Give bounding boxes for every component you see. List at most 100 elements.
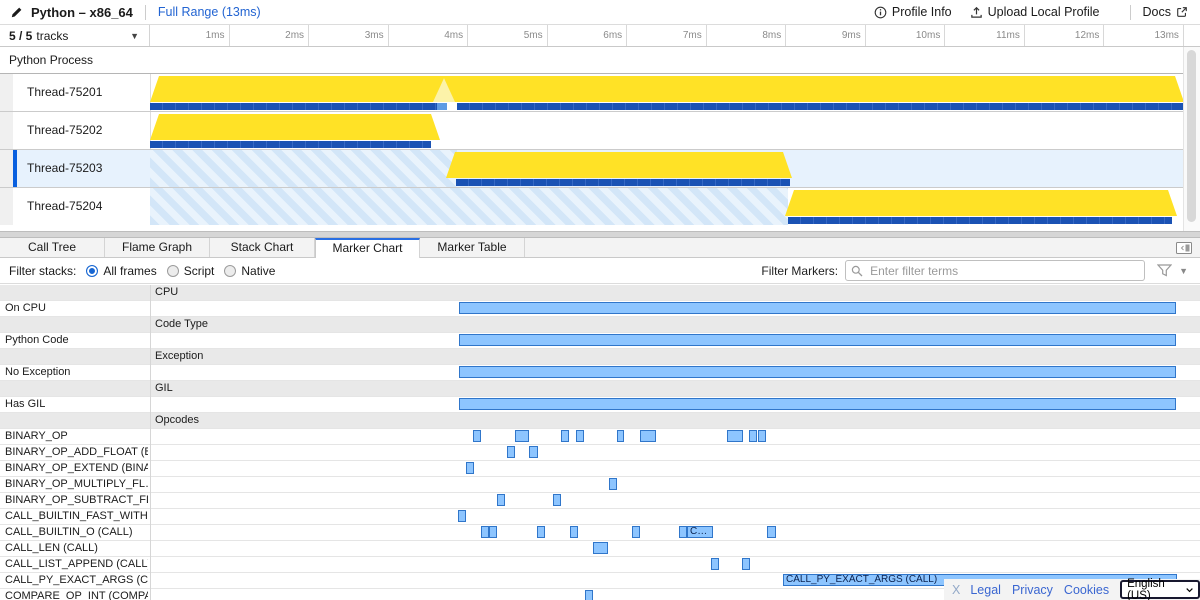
thread-track[interactable]: Thread-75202: [0, 111, 1200, 149]
marker[interactable]: [561, 430, 569, 442]
marker[interactable]: [593, 542, 608, 554]
marker[interactable]: [640, 430, 656, 442]
marker-row[interactable]: CALL_BUILTIN_FAST_WITH…: [0, 509, 1200, 525]
marker-row-label: BINARY_OP_MULTIPLY_FL…: [5, 478, 148, 490]
marker-chart: CPU On CPU Code Type Python Code Exception No…: [0, 285, 1200, 600]
marker[interactable]: [489, 526, 497, 538]
tracks-dropdown[interactable]: 5 / 5 tracks ▼: [0, 25, 150, 46]
sidebar-toggle-icon[interactable]: [1176, 242, 1192, 254]
marker-row[interactable]: BINARY_OP_ADD_FLOAT (B…: [0, 445, 1200, 461]
marker-search-box[interactable]: [845, 260, 1146, 281]
marker-row[interactable]: BINARY_OP_EXTEND (BINA…: [0, 461, 1200, 477]
footer-link-cookies[interactable]: Cookies: [1063, 582, 1110, 597]
marker-row[interactable]: Python Code: [0, 333, 1200, 349]
marker-row[interactable]: On CPU: [0, 301, 1200, 317]
marker[interactable]: [576, 430, 584, 442]
marker-row[interactable]: BINARY_OP_MULTIPLY_FL…: [0, 477, 1200, 493]
cpu-usage-graph: [785, 190, 1177, 216]
filter-markers-label: Filter Markers:: [761, 263, 839, 278]
marker[interactable]: [570, 526, 578, 538]
marker[interactable]: [537, 526, 545, 538]
full-range-button[interactable]: Full Range (13ms): [157, 5, 261, 19]
footer-close-button[interactable]: X: [952, 582, 961, 597]
thread-track[interactable]: Thread-75204: [0, 187, 1200, 225]
marker-row[interactable]: BINARY_OP_SUBTRACT_FL…: [0, 493, 1200, 509]
tab-stack-chart[interactable]: Stack Chart: [210, 238, 315, 257]
footer-link-privacy[interactable]: Privacy: [1011, 582, 1053, 597]
profile-info-button[interactable]: Profile Info: [874, 5, 952, 19]
marker-row-label: CALL_PY_EXACT_ARGS (C…: [5, 574, 148, 586]
marker[interactable]: [459, 398, 1176, 410]
marker[interactable]: [727, 430, 743, 442]
footer-link-legal[interactable]: Legal: [970, 582, 1001, 597]
marker[interactable]: [742, 558, 750, 570]
docs-button[interactable]: Docs: [1143, 5, 1188, 19]
marker[interactable]: [553, 494, 561, 506]
marker[interactable]: [758, 430, 766, 442]
ruler-tick: 13ms: [1104, 25, 1184, 46]
marker[interactable]: [497, 494, 505, 506]
chevron-down-icon: ▼: [130, 30, 139, 41]
thread-track[interactable]: Thread-75203: [0, 149, 1200, 187]
marker-row[interactable]: COMPARE_OP_INT (COMPA…: [0, 589, 1200, 600]
scrollbar-thumb[interactable]: [1187, 50, 1196, 222]
upload-local-profile-button[interactable]: Upload Local Profile: [970, 5, 1100, 19]
marker-row[interactable]: CALL_LEN (CALL): [0, 541, 1200, 557]
marker[interactable]: [632, 526, 640, 538]
filter-funnel-icon[interactable]: [1157, 264, 1173, 277]
marker[interactable]: [679, 526, 687, 538]
info-icon: [874, 6, 887, 18]
thread-track[interactable]: Thread-75201: [0, 74, 1200, 111]
marker[interactable]: [749, 430, 757, 442]
timeline-ruler-row: 5 / 5 tracks ▼ 1ms 2ms 3ms 4ms 5ms 6ms 7ms 8ms 9…: [0, 25, 1200, 47]
edit-profile-name-icon[interactable]: [10, 6, 23, 19]
panel-splitter[interactable]: [0, 231, 1200, 238]
marker-row-label: On CPU: [5, 302, 46, 314]
radio-button[interactable]: [166, 264, 179, 277]
tab-call-tree[interactable]: Call Tree: [0, 238, 105, 257]
marker[interactable]: [459, 366, 1176, 378]
tab-flame-graph[interactable]: Flame Graph: [105, 238, 210, 257]
marker[interactable]: [609, 478, 617, 490]
radio-native[interactable]: Native: [224, 264, 275, 278]
marker-row[interactable]: CALL_BUILTIN_O (CALL) C…: [0, 525, 1200, 541]
process-track[interactable]: Python Process: [0, 47, 1200, 74]
thread-label: Thread-75202: [27, 123, 103, 137]
ruler-tick: 1ms: [150, 25, 230, 46]
marker[interactable]: [458, 510, 466, 522]
marker[interactable]: [767, 526, 776, 538]
marker-category-row: Exception: [0, 349, 1200, 365]
marker[interactable]: [459, 334, 1176, 346]
marker[interactable]: [515, 430, 529, 442]
tab-marker-table[interactable]: Marker Table: [420, 238, 525, 257]
marker[interactable]: [585, 590, 593, 600]
tab-marker-chart[interactable]: Marker Chart: [315, 238, 420, 258]
radio-all-frames[interactable]: All frames: [86, 263, 157, 278]
marker-row[interactable]: Has GIL: [0, 397, 1200, 413]
marker[interactable]: C…: [687, 526, 713, 538]
marker[interactable]: [473, 430, 481, 442]
filter-dropdown-icon[interactable]: ▼: [1179, 265, 1188, 276]
radio-label: All frames: [103, 263, 157, 278]
language-select[interactable]: English (US): [1120, 578, 1200, 600]
marker[interactable]: [711, 558, 719, 570]
marker[interactable]: [529, 446, 538, 458]
marker[interactable]: [507, 446, 515, 458]
marker[interactable]: [466, 462, 474, 474]
radio-button[interactable]: [224, 264, 237, 277]
timeline-tracks-panel: Python Process Thread-75201 Thread-75202 T…: [0, 47, 1200, 231]
radio-button[interactable]: [86, 264, 99, 277]
marker-row[interactable]: BINARY_OP: [0, 429, 1200, 445]
marker-row-label: BINARY_OP_SUBTRACT_FL…: [5, 494, 148, 506]
radio-script[interactable]: Script: [166, 264, 214, 278]
ruler-tick: 4ms: [389, 25, 469, 46]
marker[interactable]: [481, 526, 489, 538]
marker-row[interactable]: CALL_LIST_APPEND (CALL): [0, 557, 1200, 573]
marker-filter-input[interactable]: [868, 262, 1140, 279]
external-link-icon: [1177, 7, 1187, 17]
legal-footer: X Legal Privacy Cookies English (US): [944, 578, 1200, 600]
marker-row[interactable]: No Exception: [0, 365, 1200, 381]
marker[interactable]: [617, 430, 624, 442]
marker[interactable]: [459, 302, 1176, 314]
tracks-scrollbar[interactable]: [1183, 47, 1200, 231]
